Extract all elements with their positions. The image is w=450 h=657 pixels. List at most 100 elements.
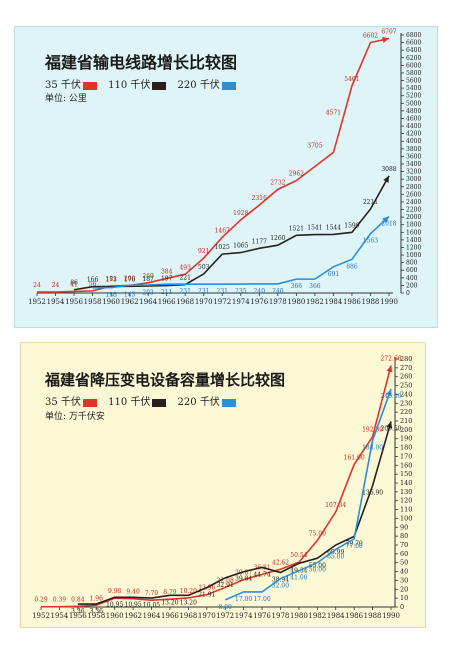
series-line bbox=[92, 215, 390, 289]
y-tick-label: 4800 bbox=[406, 108, 421, 115]
x-tick-label: 1966 bbox=[161, 612, 179, 620]
data-label: 13.20 bbox=[180, 599, 197, 606]
data-label: 1260 bbox=[270, 235, 285, 242]
data-label: 10.05 bbox=[143, 602, 160, 609]
data-label: 0.29 bbox=[34, 597, 48, 604]
y-tick-label: 90 bbox=[400, 523, 408, 531]
data-label: 41 bbox=[70, 281, 78, 288]
y-tick-label: 80 bbox=[400, 532, 408, 540]
x-tick-label: 1974 bbox=[235, 612, 253, 620]
data-label: 366 bbox=[309, 283, 321, 290]
y-tick-label: 4400 bbox=[406, 123, 421, 130]
x-tick-label: 1974 bbox=[232, 298, 250, 306]
data-label: 41.00 bbox=[290, 575, 307, 582]
x-tick-label: 1982 bbox=[308, 612, 326, 620]
data-label: 1.96 bbox=[90, 595, 104, 602]
series-line bbox=[37, 37, 390, 293]
data-label: 3705 bbox=[307, 142, 322, 149]
legend-item-220kv: 220 千伏 bbox=[178, 393, 236, 408]
y-tick-label: 180 bbox=[400, 444, 412, 452]
y-tick-label: 6200 bbox=[406, 55, 421, 62]
data-label: 24 bbox=[33, 282, 41, 289]
y-tick-label: 1000 bbox=[406, 252, 421, 259]
y-tick-label: 170 bbox=[400, 452, 412, 460]
data-label: 38.94 bbox=[272, 577, 289, 584]
y-tick-label: 4600 bbox=[406, 115, 421, 122]
y-tick-label: 40 bbox=[400, 568, 408, 576]
x-tick-label: 1962 bbox=[124, 612, 142, 620]
data-label: 1599 bbox=[344, 222, 359, 229]
x-tick-label: 1956 bbox=[69, 612, 87, 620]
x-tick-label: 1958 bbox=[87, 612, 105, 620]
y-tick-label: 400 bbox=[406, 275, 418, 282]
y-tick-label: 1800 bbox=[406, 222, 421, 229]
y-tick-label: 3800 bbox=[406, 146, 421, 153]
legend-label: 110 千伏 bbox=[108, 397, 151, 408]
data-label: 231 bbox=[198, 288, 209, 295]
data-label: 6602 bbox=[363, 33, 378, 40]
data-label: 79.70 bbox=[346, 540, 363, 547]
x-tick-label: 1964 bbox=[143, 612, 161, 620]
data-label: 3088 bbox=[381, 166, 396, 173]
legend-item-35kv: 35 千伏 bbox=[45, 393, 97, 408]
chart2-plot: 0102030405060708090100110120130140150160… bbox=[32, 355, 412, 620]
y-tick-label: 5200 bbox=[406, 93, 421, 100]
series-line bbox=[73, 175, 390, 291]
legend-swatch-red bbox=[82, 81, 97, 90]
y-tick-label: 6000 bbox=[406, 62, 421, 69]
data-label: 493 bbox=[179, 264, 191, 271]
data-label: 211 bbox=[161, 289, 172, 296]
data-label: 2211 bbox=[363, 199, 378, 206]
data-label: 384 bbox=[161, 268, 173, 275]
x-tick-label: 1986 bbox=[343, 298, 361, 306]
y-tick-label: 800 bbox=[406, 260, 418, 267]
y-tick-label: 0 bbox=[400, 603, 404, 611]
legend-label: 35 千伏 bbox=[45, 397, 81, 408]
data-label: 197 bbox=[161, 276, 173, 283]
data-label: 1177 bbox=[252, 238, 267, 245]
data-label: 2316 bbox=[252, 195, 267, 202]
data-label: 181 bbox=[105, 276, 116, 283]
chart2-legend: 35 千伏 110 千伏 220 千伏 bbox=[45, 393, 244, 408]
y-tick-label: 260 bbox=[400, 373, 412, 381]
x-tick-label: 1976 bbox=[250, 298, 268, 306]
x-tick-label: 1958 bbox=[84, 298, 102, 306]
y-tick-label: 2000 bbox=[406, 214, 421, 221]
y-tick-label: 250 bbox=[400, 382, 412, 390]
data-label: 32.00 bbox=[272, 583, 289, 590]
y-tick-label: 120 bbox=[400, 497, 412, 505]
data-label: 235 bbox=[235, 288, 247, 295]
legend-swatch-red bbox=[82, 398, 97, 407]
data-label: 50.54 bbox=[290, 552, 307, 559]
transmission-line-chart-panel: 福建省输电线路增长比较图 35 千伏 110 千伏 220 千伏 单位: 公里 … bbox=[14, 26, 438, 328]
y-tick-label: 3200 bbox=[406, 169, 421, 176]
chart1-title: 福建省输电线路增长比较图 bbox=[45, 53, 238, 72]
x-tick-label: 1970 bbox=[195, 298, 213, 306]
x-tick-label: 1954 bbox=[51, 612, 69, 620]
data-label: 86 bbox=[70, 280, 78, 287]
y-tick-label: 6400 bbox=[406, 47, 421, 54]
data-label: 203 bbox=[142, 289, 154, 296]
chart2-title: 福建省降压变电设备容量增长比较图 bbox=[45, 371, 286, 389]
data-label: 187 bbox=[142, 276, 154, 283]
x-tick-label: 1968 bbox=[176, 298, 194, 306]
series-arrowhead bbox=[386, 421, 393, 429]
data-label: 21.91 bbox=[198, 592, 215, 599]
data-label: 136.90 bbox=[362, 490, 383, 497]
data-label: 13.20 bbox=[161, 599, 178, 606]
data-label: 136 bbox=[105, 292, 117, 299]
y-tick-label: 2400 bbox=[406, 199, 421, 206]
data-label: 1928 bbox=[233, 210, 248, 217]
y-tick-label: 5000 bbox=[406, 100, 421, 107]
x-tick-label: 1952 bbox=[32, 612, 50, 620]
chart1-plot: 0200400600800100012001400160018002000220… bbox=[28, 29, 421, 306]
legend-label: 220 千伏 bbox=[177, 80, 220, 91]
legend-swatch-black bbox=[152, 398, 167, 407]
legend-item-110kv: 110 千伏 bbox=[108, 393, 167, 408]
data-label: 107.34 bbox=[325, 502, 346, 509]
data-label: 166 bbox=[87, 277, 99, 284]
data-label: 10.20 bbox=[180, 588, 197, 595]
y-tick-label: 20 bbox=[400, 585, 408, 593]
data-label: 240 bbox=[254, 288, 266, 295]
y-tick-label: 220 bbox=[400, 408, 412, 416]
